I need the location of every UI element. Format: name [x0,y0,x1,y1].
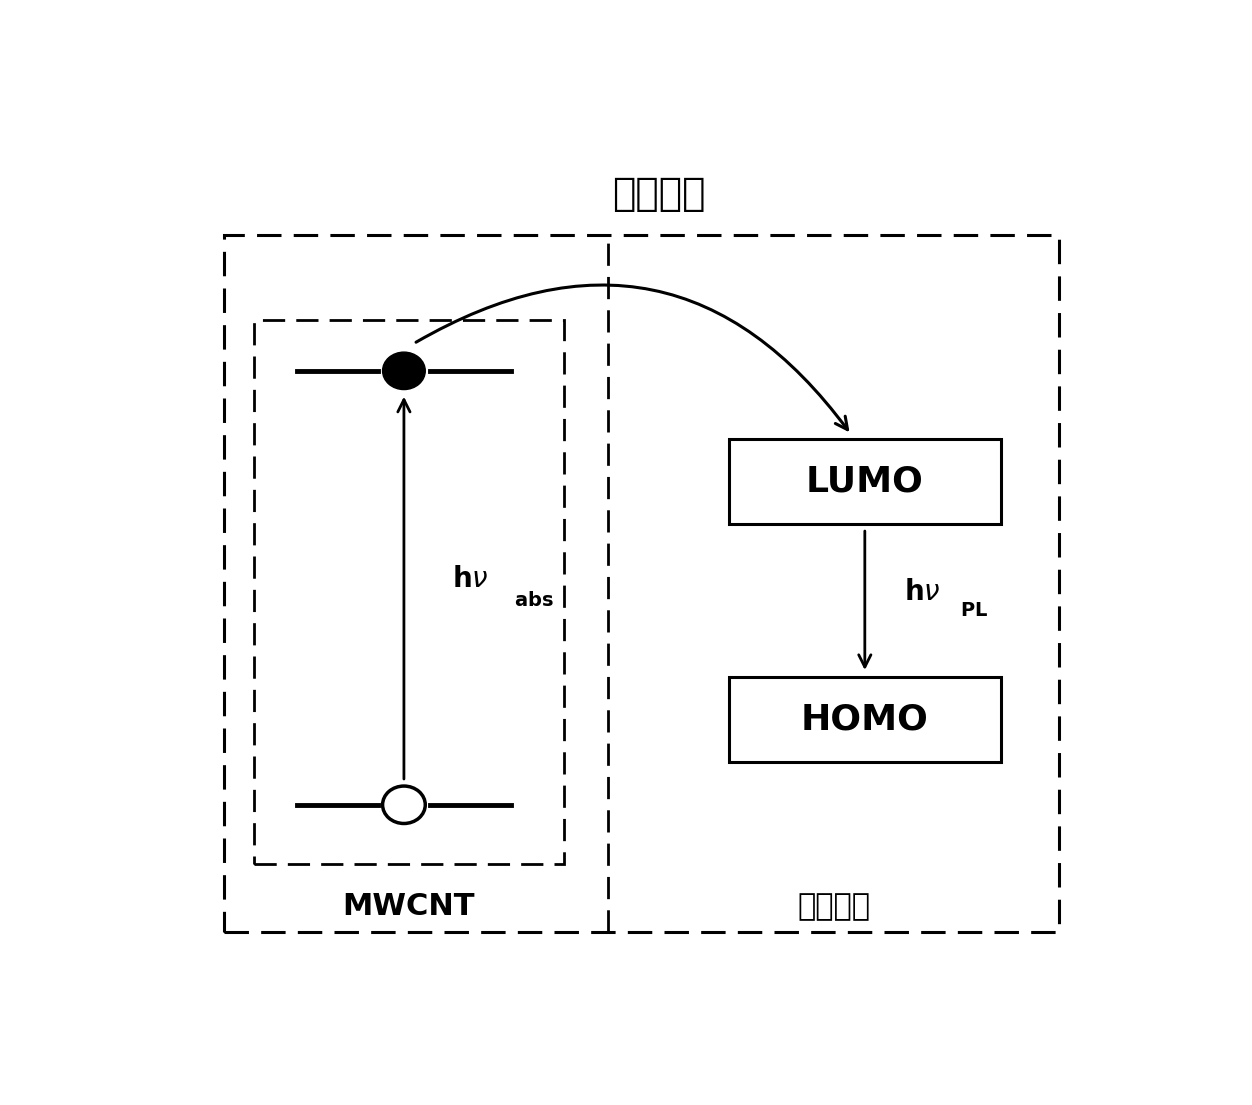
FancyArrowPatch shape [416,285,848,430]
Text: MWCNT: MWCNT [343,893,475,922]
Text: LUMO: LUMO [806,464,924,498]
Text: 能量转移: 能量转移 [611,176,705,213]
Bar [729,439,1000,524]
Text: 发射中心: 发射中心 [798,893,870,922]
Bar [253,319,563,864]
Circle shape [383,352,426,390]
Text: $\mathbf{PL}$: $\mathbf{PL}$ [960,601,988,620]
Bar [224,234,1059,933]
Bar [729,677,1000,762]
Text: HOMO: HOMO [801,703,929,737]
Text: $\mathbf{h}$$\mathit{\nu}$: $\mathbf{h}$$\mathit{\nu}$ [452,566,490,593]
Circle shape [383,786,426,823]
Text: $\mathbf{h}$$\mathit{\nu}$: $\mathbf{h}$$\mathit{\nu}$ [904,578,940,606]
Text: $\mathbf{abs}$: $\mathbf{abs}$ [513,591,553,610]
